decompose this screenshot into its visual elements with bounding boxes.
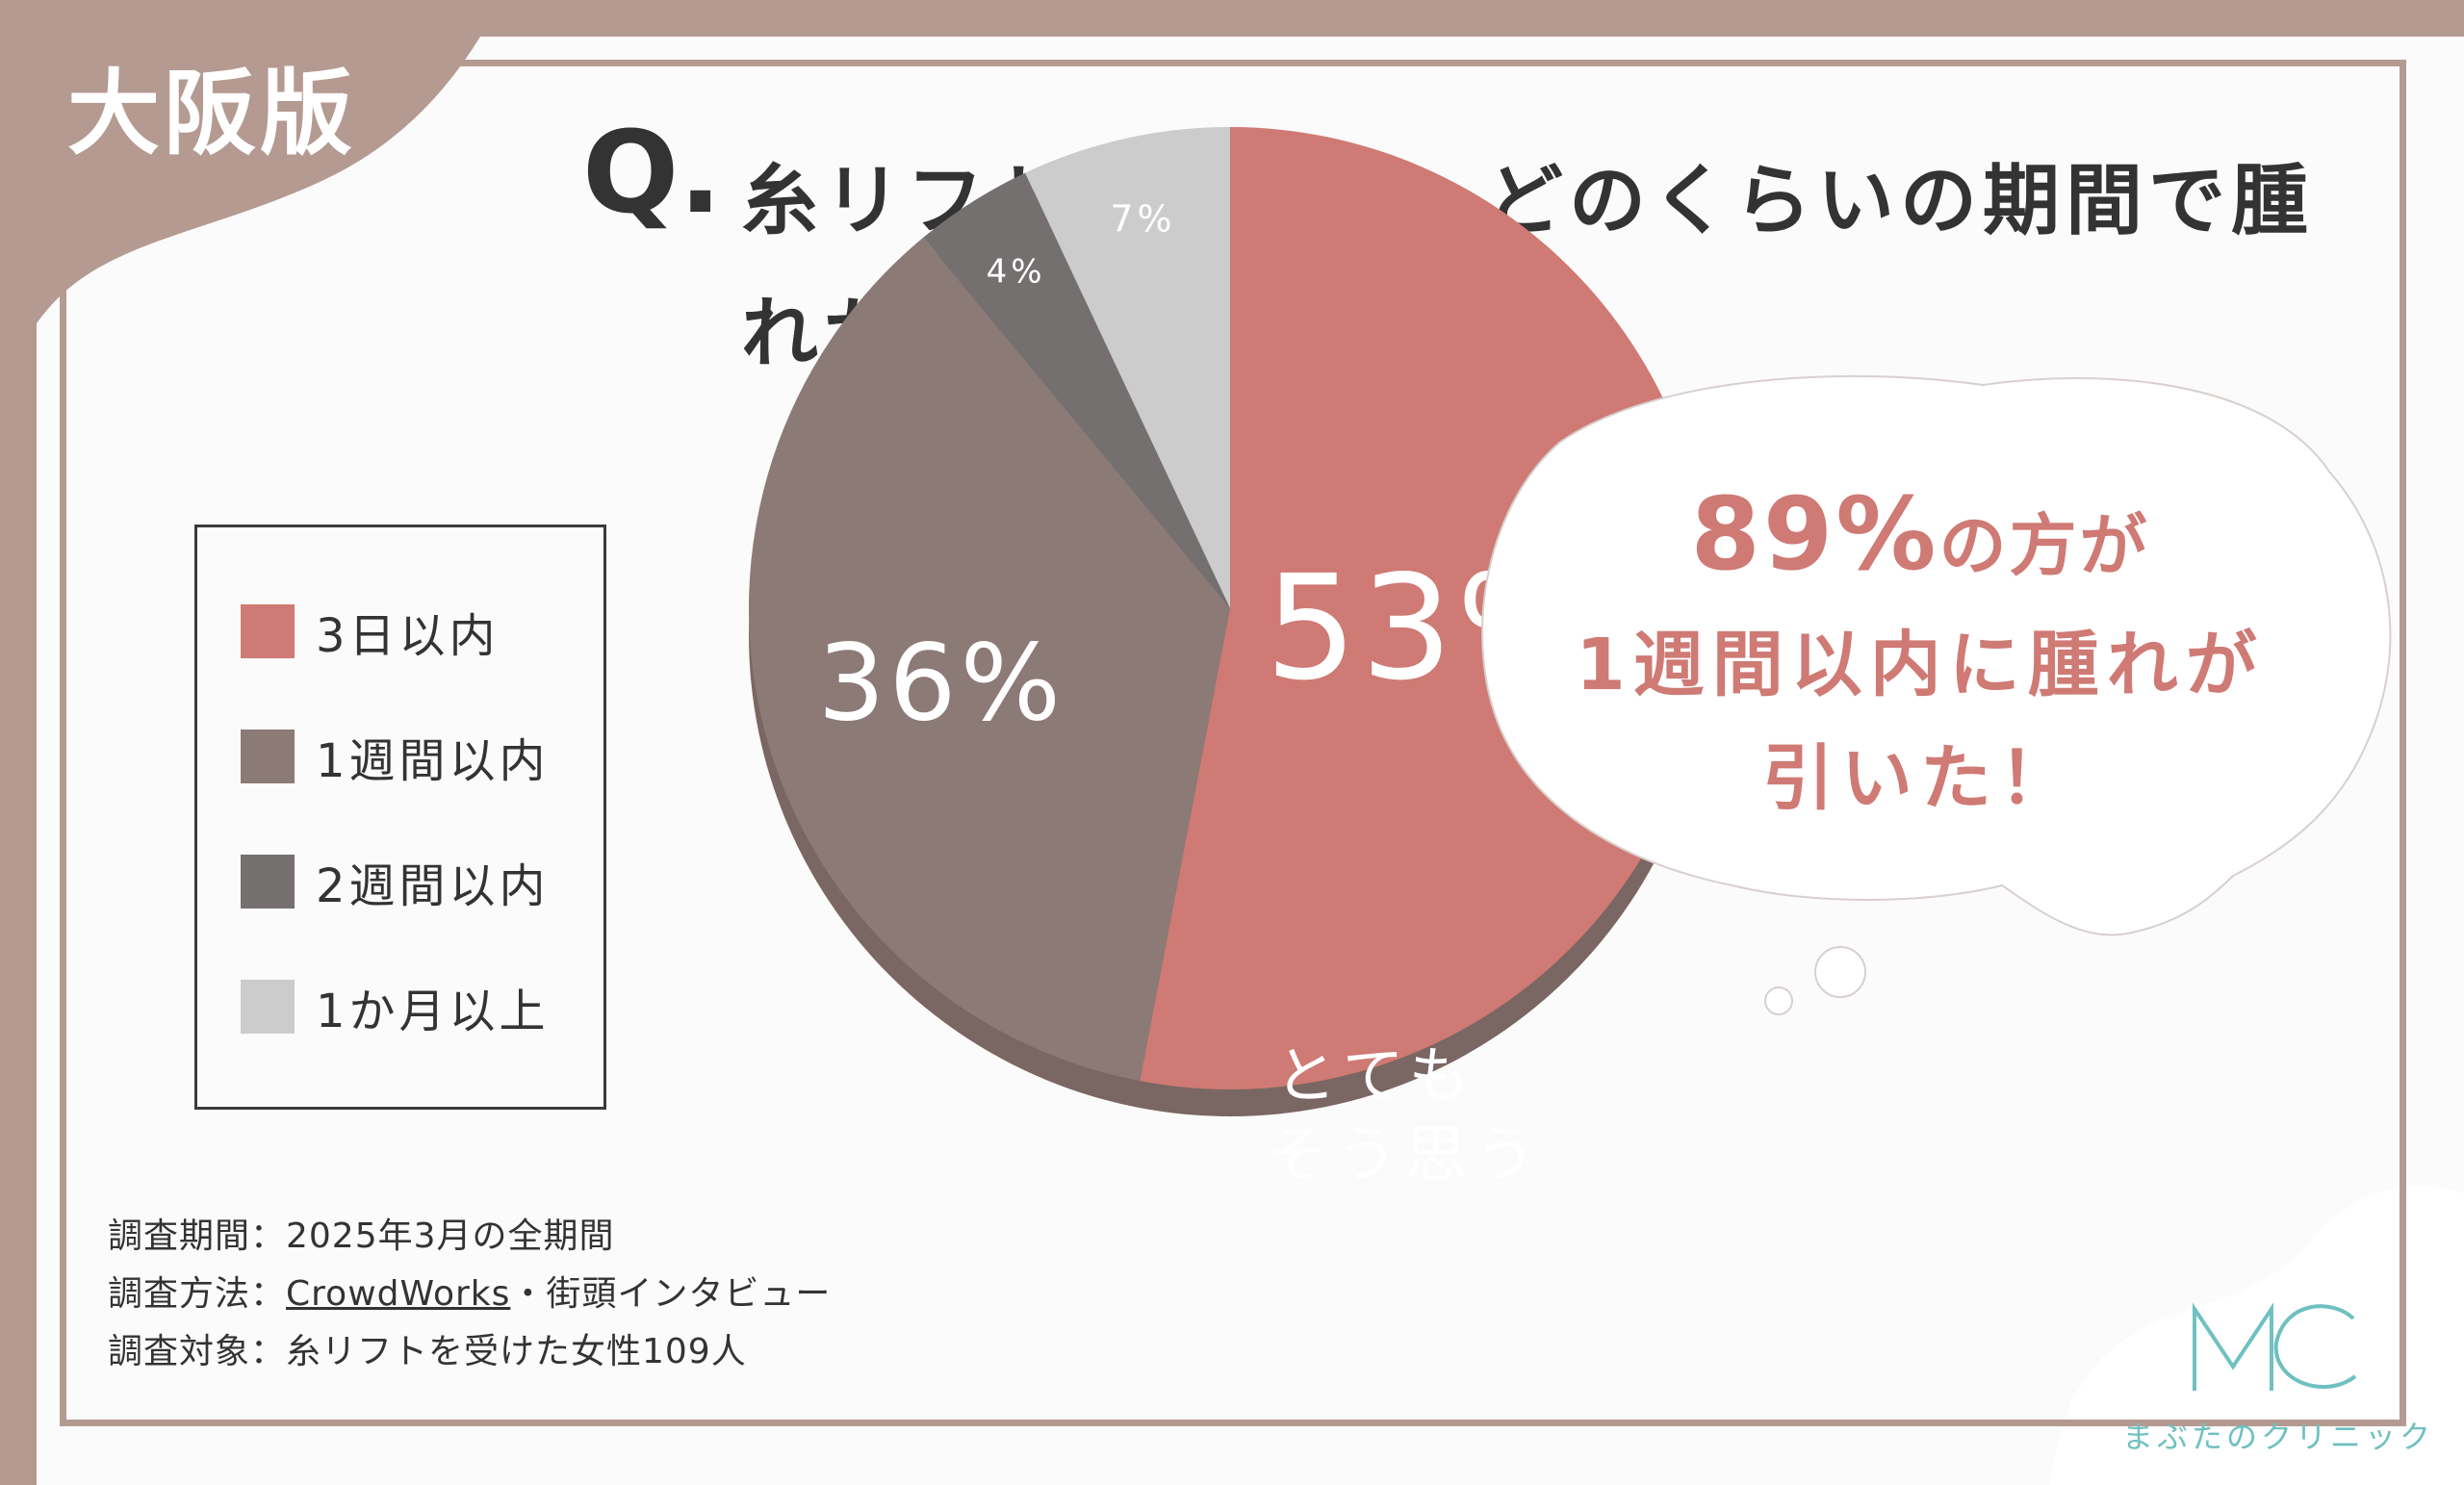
crowdworks-link[interactable]: CrowdWorks xyxy=(286,1274,511,1314)
pie-slice-label: 36% xyxy=(817,622,1065,745)
clinic-name: まぶたのクリニック xyxy=(2122,1419,2435,1455)
legend-label: 1週間以内 xyxy=(316,734,550,788)
survey-period: 調査期間：2025年3月の全期間 xyxy=(108,1216,615,1256)
legend-swatch xyxy=(241,855,295,909)
legend-item: 2週間以内 xyxy=(241,853,550,913)
corner-decoration xyxy=(0,0,500,404)
pie-slice xyxy=(749,237,1230,1082)
legend-swatch xyxy=(241,730,295,783)
callout: 89%の方が 1週間以内に腫れが 引いた！ xyxy=(1487,472,2353,835)
legend-swatch xyxy=(241,980,295,1034)
callout-line1: 89%の方が xyxy=(1487,472,2353,608)
question-prefix: Q. xyxy=(582,106,723,239)
legend-label: 2週間以内 xyxy=(316,859,550,913)
pie-slice xyxy=(1140,127,1711,1089)
legend-item: 1か月以上 xyxy=(241,978,550,1038)
callout-value: 89% xyxy=(1690,475,1939,593)
survey-method-suffix: ・街頭インタビュー xyxy=(510,1274,832,1314)
survey-method-prefix: 調査方法： xyxy=(108,1274,287,1314)
legend-item: 1週間以内 xyxy=(241,728,550,788)
slice-annotation: そう思う xyxy=(1267,1120,1544,1191)
clinic-logo-icon xyxy=(2193,1302,2357,1391)
legend-item: 3日以内 xyxy=(241,602,500,663)
survey-info: 調査期間：2025年3月の全期間 調査方法：CrowdWorks・街頭インタビュ… xyxy=(108,1208,831,1381)
pie-slice xyxy=(1025,127,1230,608)
pie-slice-label: 7% xyxy=(1110,197,1175,240)
region-tag: 大阪版 xyxy=(67,60,356,167)
callout-line2: 1週間以内に腫れが xyxy=(1576,624,2265,706)
speech-bubble xyxy=(1481,374,2392,1015)
legend: 3日以内 1週間以内 2週間以内 1か月以上 xyxy=(194,525,606,1110)
legend-swatch xyxy=(241,604,295,658)
pie-slice-label: 4% xyxy=(987,253,1046,292)
callout-line3: 引いた！ xyxy=(1762,737,2078,820)
pie-slice xyxy=(923,172,1230,608)
inner-frame xyxy=(60,60,2406,1426)
slice-annotation: とても xyxy=(1275,1041,1478,1113)
callout-line1-text: の方が xyxy=(1938,506,2150,585)
legend-label: 3日以内 xyxy=(316,609,500,663)
logo-background-blob xyxy=(2050,1186,2464,1485)
survey-method: 調査方法：CrowdWorks・街頭インタビュー xyxy=(108,1266,831,1323)
legend-label: 1か月以上 xyxy=(316,985,550,1038)
survey-target: 調査対象：糸リフトを受けた女性109人 xyxy=(108,1332,747,1371)
